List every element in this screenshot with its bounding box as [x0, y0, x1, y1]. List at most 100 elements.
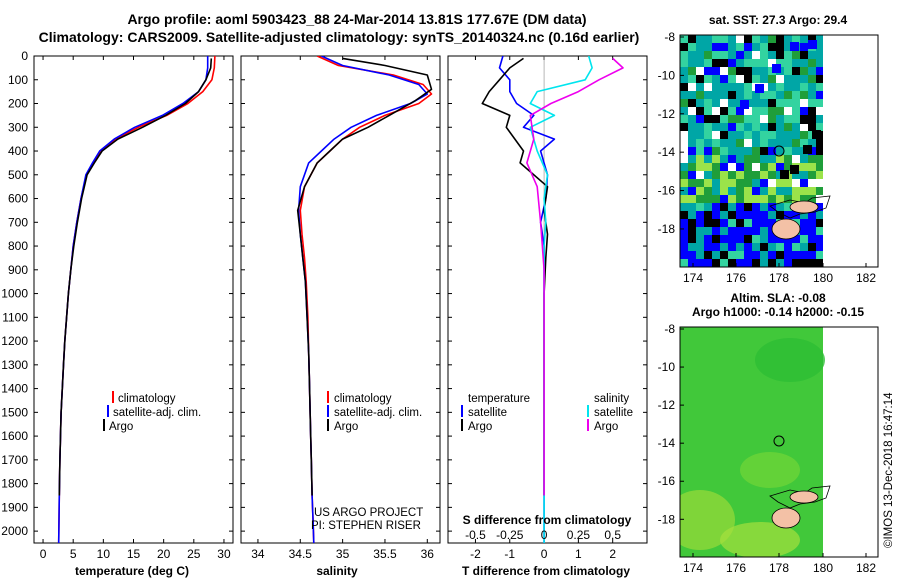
sst-cell — [760, 131, 768, 139]
sst-cell — [808, 171, 816, 179]
sst-cell — [752, 147, 760, 155]
sst-cell — [752, 235, 760, 243]
sst-cell — [752, 91, 760, 99]
sst-cell — [720, 107, 728, 115]
sst-cell — [760, 155, 768, 163]
sst-cell — [720, 91, 728, 99]
sst-cell — [736, 43, 744, 51]
sst-cell — [800, 115, 809, 124]
x-tick-label: 34 — [251, 547, 265, 561]
sst-cell — [720, 243, 728, 251]
panel-ticks — [34, 55, 647, 543]
sst-cell — [800, 83, 808, 91]
sst-cell — [728, 83, 736, 91]
s-difference-title: S difference from climatology — [463, 513, 632, 527]
sst-cell — [784, 59, 792, 67]
imos-credit: ©IMOS 13-Dec-2018 16:47:14 — [883, 392, 895, 548]
sst-cell — [728, 147, 736, 155]
sst-cell — [784, 251, 792, 259]
sst-cell — [720, 99, 728, 107]
sst-cell — [760, 43, 768, 51]
sst-cell — [760, 107, 768, 115]
sst-cell — [736, 235, 744, 243]
map-y-tick-label: -14 — [658, 436, 676, 450]
sla-map-title-line-2: Argo h1000: -0.14 h2000: -0.15 — [692, 305, 864, 319]
sst-cell — [776, 51, 784, 59]
sst-cell — [680, 59, 688, 67]
sst-cell — [816, 75, 824, 83]
sst-cell — [688, 203, 696, 211]
sst-cell — [792, 147, 800, 155]
sst-cell — [760, 203, 768, 211]
map-x-tick-label: 182 — [856, 561, 876, 575]
sst-cell — [680, 75, 688, 83]
sst-cell — [760, 179, 768, 187]
sst-cell — [768, 187, 776, 195]
legend-t-argo: Argo — [468, 421, 492, 433]
sst-cell — [744, 123, 752, 131]
sst-cell — [776, 139, 784, 147]
sst-cell — [792, 187, 800, 195]
sst-cell — [736, 227, 744, 235]
sst-map-ticks: 174 176 178 180 182 -8 -10 -12 -14 -16 -18 — [658, 30, 877, 285]
sst-cell — [728, 195, 736, 203]
sst-cell — [812, 130, 821, 139]
sst-cell — [712, 51, 720, 59]
sst-cell — [688, 43, 696, 51]
sst-cell — [760, 75, 768, 83]
x-tick-label: 20 — [157, 547, 171, 561]
sla-anomaly-sw — [680, 490, 735, 550]
sst-cell — [816, 195, 824, 203]
sst-cell — [768, 35, 776, 43]
sst-cell — [768, 99, 776, 107]
sst-cell — [688, 123, 696, 131]
sst-cell — [816, 211, 824, 219]
sst-cell — [752, 219, 760, 227]
sst-cell — [712, 171, 720, 179]
sst-cell — [696, 251, 704, 259]
legend-satellite: satellite-adj. clim. — [113, 407, 201, 419]
sst-cell — [784, 203, 792, 211]
sst-cell — [816, 227, 824, 235]
sst-cell — [816, 107, 824, 115]
map-x-tick-label: 178 — [769, 561, 789, 575]
sst-cell — [680, 35, 688, 43]
sst-cell — [680, 251, 688, 259]
sst-cell — [704, 139, 712, 147]
map-x-tick-label: 174 — [683, 561, 703, 575]
sst-cell — [768, 179, 776, 187]
sst-cell — [704, 187, 712, 195]
sst-cell — [712, 163, 720, 171]
sst-cell — [760, 51, 768, 59]
sst-cell — [688, 139, 696, 147]
x-tick-label: 0 — [541, 547, 548, 561]
sst-cell — [744, 35, 752, 43]
depth-tick-label: 1800 — [1, 477, 28, 491]
sst-cell — [680, 115, 688, 123]
sst-no-data — [823, 35, 878, 267]
sst-cell — [800, 131, 808, 139]
sst-cell — [760, 147, 768, 155]
sst-cell — [712, 243, 720, 251]
legend-s-satellite: satellite — [594, 407, 633, 419]
sst-cell — [760, 251, 768, 259]
sst-cell — [696, 131, 704, 139]
sst-cell — [712, 91, 720, 99]
sst-cell — [728, 163, 736, 171]
sla-anomaly-south — [720, 522, 800, 557]
sst-cell — [816, 171, 824, 179]
sst-cell — [752, 139, 760, 147]
sst-cell — [696, 139, 704, 147]
sst-cell — [720, 35, 728, 43]
sst-cell — [776, 131, 784, 139]
x-tick-label: 2 — [609, 547, 616, 561]
sst-cell — [752, 51, 760, 59]
sst-cell — [696, 123, 704, 131]
sst-cell — [720, 203, 728, 211]
sst-cell — [744, 243, 752, 251]
sst-cell — [816, 123, 824, 131]
sst-cell — [680, 195, 688, 203]
sst-cell — [712, 43, 720, 51]
sst-cell — [800, 243, 808, 251]
map-x-tick-label: 176 — [726, 561, 746, 575]
